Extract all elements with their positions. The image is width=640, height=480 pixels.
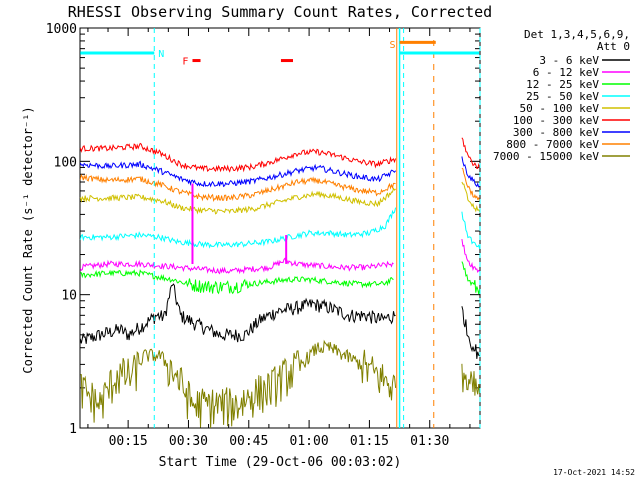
series-fragment-9	[461, 363, 481, 396]
series-line-6	[79, 142, 397, 173]
legend-label-8: 800 - 7000 keV	[506, 138, 599, 151]
series-fragment-3	[461, 261, 481, 295]
series-line-5	[79, 187, 396, 215]
series-fragment-5	[461, 181, 481, 213]
series-line-9	[80, 339, 397, 429]
y-tick-label: 1000	[46, 22, 77, 37]
y-tick-label: 10	[61, 289, 77, 304]
series-fragment-2	[461, 239, 480, 274]
x-tick-label: 01:15	[350, 434, 389, 449]
x-tick-label: 00:30	[169, 434, 208, 449]
footer-date: 17-Oct-2021 14:52	[553, 468, 635, 477]
legend-label-5: 50 - 100 keV	[520, 102, 600, 115]
series-line-7	[79, 160, 397, 188]
legend-label-4: 25 - 50 keV	[526, 90, 599, 103]
annotation-n: N	[158, 49, 164, 60]
series-fragment-7	[461, 156, 480, 188]
series-line-2	[79, 257, 394, 275]
series-fragment-6	[461, 137, 481, 169]
series-line-3	[80, 269, 394, 295]
chart-title: RHESSI Observing Summary Count Rates, Co…	[68, 3, 492, 21]
annotation-f: F	[182, 57, 188, 68]
legend-label-9: 7000 - 15000 keV	[493, 150, 599, 163]
legend-label-2: 6 - 12 keV	[533, 66, 600, 79]
x-tick-label: 01:00	[290, 434, 329, 449]
x-tick-label: 00:45	[229, 434, 268, 449]
legend-label-1: 3 - 6 keV	[539, 54, 599, 67]
series-line-4	[79, 207, 397, 249]
legend-header-attenuator: Att 0	[597, 40, 630, 53]
y-axis-label: Corrected Count Rate (s⁻¹ detector⁻¹)	[21, 106, 35, 373]
legend-label-3: 12 - 25 keV	[526, 78, 599, 91]
series-fragment-4	[461, 211, 481, 250]
plot-area: 00:15 00:30 00:45 01:00 01:15 01:30 1 10 100 1000…	[46, 22, 630, 449]
legend-label-7: 300 - 800 keV	[513, 126, 599, 139]
x-tick-label: 01:30	[410, 434, 449, 449]
series-fragment-1	[461, 306, 480, 359]
x-axis-label: Start Time (29-Oct-06 00:03:02)	[159, 455, 402, 470]
series-line-8	[79, 173, 396, 202]
y-tick-label: 1	[69, 422, 77, 437]
series-line-1	[79, 283, 396, 344]
y-tick-label: 100	[54, 155, 77, 170]
x-tick-label: 00:15	[109, 434, 148, 449]
annotation-s: S	[390, 40, 396, 51]
legend-label-6: 100 - 300 keV	[513, 114, 599, 127]
legend-header-detectors: Det 1,3,4,5,6,9,	[524, 28, 630, 41]
series-fragment-8	[461, 167, 481, 202]
